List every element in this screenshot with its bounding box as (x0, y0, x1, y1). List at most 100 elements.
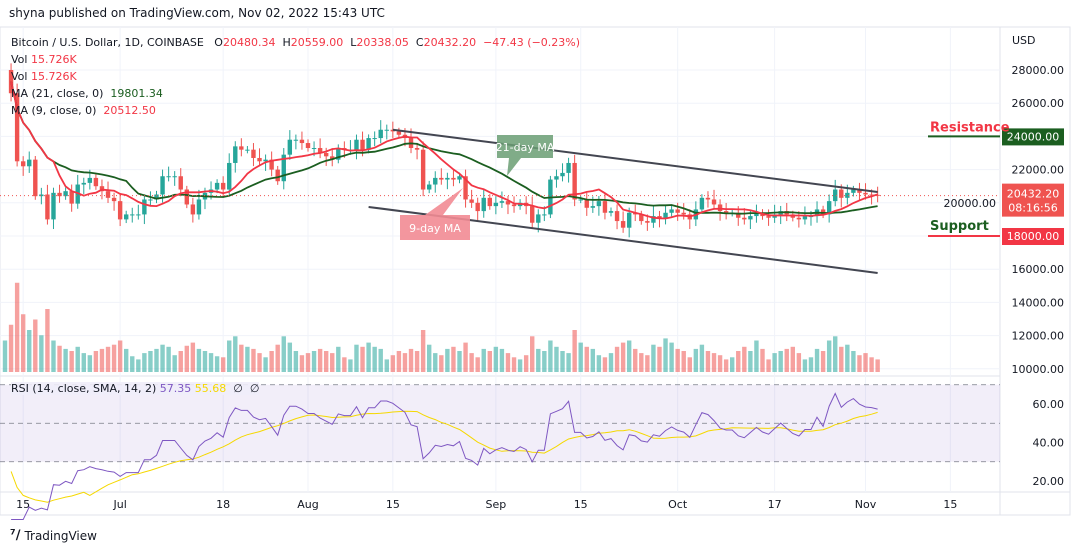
volume-bar (87, 355, 93, 372)
candle-body (736, 212, 741, 218)
volume-bar (196, 348, 202, 372)
candle-body (117, 201, 123, 220)
candle-body (14, 93, 20, 162)
volume-bar (754, 340, 759, 372)
volume-bar (687, 357, 692, 372)
volume-bar (136, 359, 141, 372)
candle-body (639, 214, 644, 222)
candle-body (172, 176, 177, 178)
candle-body (220, 182, 226, 190)
candle-body (705, 197, 711, 200)
volume-bar (366, 342, 371, 372)
candle-body (475, 202, 480, 212)
tradingview-logo[interactable]: ⁷∕ TradingView (10, 528, 97, 543)
candle-body (457, 176, 462, 180)
vol-label: Vol (11, 53, 28, 66)
volume-bar (481, 348, 486, 372)
volume-bar (626, 340, 632, 372)
candle-body (293, 139, 299, 141)
volume-bar (457, 351, 462, 372)
volume-bar (620, 342, 626, 372)
candle-body (511, 204, 517, 207)
volume-bar (869, 357, 874, 372)
x-tick-label: Sep (485, 498, 506, 511)
candle-body (602, 201, 608, 213)
x-tick-label: 18 (216, 498, 230, 511)
volume-bar (705, 351, 711, 372)
volume-bar (554, 346, 559, 372)
ma9-callout (400, 188, 470, 240)
volume-bar (160, 344, 165, 372)
volume-bar (317, 348, 323, 372)
ma21-callout (497, 135, 553, 176)
price-tick-label: 20000.00 (944, 197, 997, 210)
candle-body (142, 199, 147, 215)
volume-bar (839, 346, 844, 372)
candle-body (802, 216, 808, 220)
volume-bar (663, 338, 668, 372)
rsi-legend[interactable]: RSI (14, close, SMA, 14, 2) 57.35 55.68 … (11, 382, 260, 395)
volume-bar (190, 342, 196, 372)
price-tick-label: 22000.00 (1012, 164, 1065, 177)
symbol-name[interactable]: Bitcoin / U.S. Dollar, 1D, COINBASE (11, 36, 204, 49)
volume-bar (2, 340, 8, 372)
close-value: 20432.20 (423, 36, 477, 49)
volume-bar (148, 351, 153, 372)
volume-bar (760, 348, 765, 372)
volume-bar (14, 282, 20, 372)
candle-body (566, 162, 571, 173)
volume-bar (39, 335, 44, 372)
volume-bar (439, 355, 444, 372)
volume-bar (693, 348, 699, 372)
candle-body (69, 191, 74, 204)
volume-bar (275, 344, 280, 372)
volume-bar (57, 345, 62, 372)
vol-legend-2[interactable]: Vol 15.726K (11, 70, 77, 83)
candle-body (105, 191, 111, 198)
volume-bar (493, 346, 499, 372)
support-price-label: 18000.00 (1007, 230, 1060, 243)
volume-bar (602, 357, 608, 372)
volume-bar (372, 346, 377, 372)
ma9-label: MA (9, close, 0) (11, 104, 97, 117)
candle-body (214, 182, 220, 190)
ma9-value: 20512.50 (103, 104, 156, 117)
volume-bar (214, 356, 220, 372)
volume-bar (578, 342, 583, 372)
candle-body (875, 194, 880, 196)
volume-bar (227, 340, 232, 372)
volume-bar (263, 357, 268, 372)
volume-bar (51, 340, 56, 372)
candle-body (93, 177, 99, 187)
volume-bar (245, 346, 250, 372)
volume-bar (766, 359, 771, 372)
rsi-label: RSI (14, close, SMA, 14, 2) (11, 382, 157, 395)
volume-bar (81, 353, 86, 372)
candle-body (184, 189, 189, 205)
ma9-legend[interactable]: MA (9, close, 0) 20512.50 (11, 104, 156, 117)
candle-body (287, 139, 293, 155)
price-tick-label: 16000.00 (1012, 263, 1065, 276)
currency-label: USD (1012, 34, 1036, 47)
candle-body (717, 204, 723, 212)
x-tick-label: 15 (386, 498, 400, 511)
candle-body (154, 194, 159, 200)
volume-bar (802, 359, 808, 372)
volume-bar (845, 344, 850, 372)
volume-bar (8, 324, 14, 372)
symbol-legend: Bitcoin / U.S. Dollar, 1D, COINBASE O204… (11, 36, 580, 49)
resistance-price-label: 24000.00 (1007, 130, 1060, 143)
volume-bar (330, 353, 335, 372)
volume-bar (69, 351, 74, 372)
candle-body (414, 148, 420, 150)
volume-bar (572, 330, 577, 372)
ma21-legend[interactable]: MA (21, close, 0) 19801.34 (11, 87, 163, 100)
volume-bar (233, 336, 238, 372)
volume-bar (269, 351, 274, 372)
x-tick-label: Nov (855, 498, 877, 511)
channel-trendline (392, 128, 878, 194)
vol-legend-1[interactable]: Vol 15.726K (11, 53, 77, 66)
candle-body (384, 129, 389, 131)
